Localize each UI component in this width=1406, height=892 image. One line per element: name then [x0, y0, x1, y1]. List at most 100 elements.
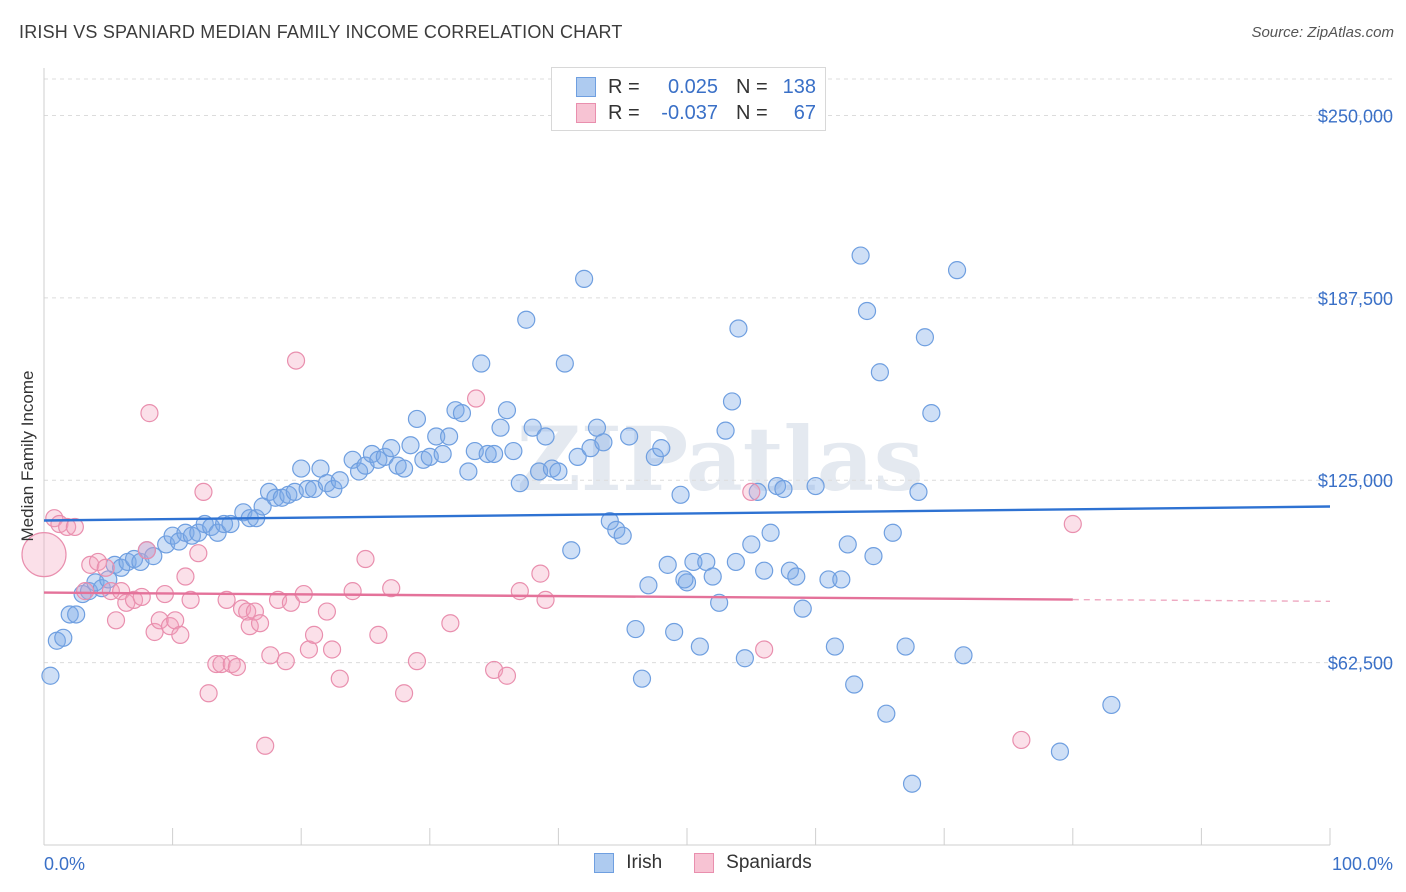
irish-point [504, 441, 523, 461]
legend-item-spaniards[interactable]: Spaniards [694, 852, 812, 874]
irish-point [1050, 742, 1070, 761]
source-label: Source: ZipAtlas.com [1251, 24, 1394, 41]
spaniard-point [382, 579, 401, 598]
spaniard-point [407, 652, 427, 671]
spaniard-point [256, 736, 275, 755]
irish-point [472, 354, 491, 373]
irish-point [902, 774, 922, 793]
trend-line-spaniards [43, 591, 1073, 601]
irish-point [671, 485, 690, 504]
spaniard-point [21, 532, 67, 578]
r-label: R = [608, 75, 640, 98]
irish-point [485, 444, 504, 464]
y-tick-label: $125,000 [1318, 471, 1393, 491]
irish-point [401, 436, 420, 455]
correlation-legend: R = 0.025 N = 138 R = -0.037 N = 67 [551, 67, 826, 131]
irish-point [658, 555, 677, 574]
irish-point [729, 319, 748, 338]
spaniard-point [58, 517, 77, 537]
irish-point [726, 552, 745, 572]
irish-point [407, 409, 427, 429]
irish-swatch [576, 77, 596, 97]
spaniard-point [369, 625, 388, 644]
spaniard-point [150, 611, 169, 630]
irish-point [632, 669, 652, 688]
irish-point [459, 462, 478, 481]
spaniard-point [394, 684, 414, 703]
irish-point [787, 567, 806, 586]
irish-point [67, 605, 86, 624]
legend-label-spaniards: Spaniards [726, 852, 812, 873]
y-tick-label: $187,500 [1318, 289, 1393, 309]
spaniard-point [217, 590, 236, 609]
spaniard-point [356, 549, 375, 569]
spaniard-point [276, 652, 295, 671]
spaniard-point [1063, 514, 1082, 534]
spaniard-point [45, 509, 64, 528]
irish-point [793, 599, 812, 618]
r-value: 0.025 [667, 75, 718, 98]
irish-point [382, 439, 401, 458]
spaniard-point [531, 564, 550, 583]
n-label: N = [736, 75, 768, 98]
spaniard-point [194, 482, 213, 502]
spaniard-point [212, 654, 231, 674]
irish-point [549, 462, 568, 481]
spaniard-point [207, 654, 226, 674]
x-tick-label-max: 100.0% [1332, 854, 1393, 874]
irish-point [568, 447, 587, 466]
irish-point [690, 637, 709, 656]
irish-point [536, 427, 555, 446]
irish-point [748, 482, 767, 502]
irish-point [832, 570, 851, 589]
irish-point [857, 301, 877, 321]
irish-point [639, 576, 658, 595]
spaniard-point [755, 640, 774, 659]
r-value: -0.037 [661, 101, 718, 124]
irish-point [652, 439, 671, 458]
irish-point [677, 573, 697, 592]
irish-point [292, 459, 311, 478]
irish-point [439, 427, 459, 446]
irish-point [510, 474, 529, 493]
irish-point [54, 628, 73, 647]
irish-point [221, 514, 240, 534]
irish-point [665, 622, 684, 642]
irish-point [735, 649, 754, 668]
spaniard-point [343, 582, 362, 601]
spaniard-point [510, 582, 529, 601]
trend-line-extension [1072, 598, 1331, 603]
irish-point [478, 444, 497, 464]
spaniard-point [132, 587, 151, 607]
irish-point [523, 418, 542, 437]
irish-point [851, 246, 870, 265]
spaniard-point [189, 544, 208, 563]
spaniard-point [65, 517, 84, 537]
y-tick-label: $62,500 [1328, 654, 1393, 674]
spaniard-point [497, 666, 517, 685]
irish-point [330, 471, 349, 490]
irish-point [703, 567, 722, 586]
irish-point [915, 328, 935, 347]
irish-point [452, 404, 472, 423]
irish-point [864, 547, 883, 566]
irish-point [877, 704, 896, 723]
trend-line-irish [43, 505, 1331, 522]
irish-point [954, 646, 973, 665]
legend-label-irish: Irish [626, 852, 663, 873]
spaniard-point [171, 625, 190, 644]
irish-point [722, 392, 742, 411]
spaniard-point [176, 567, 195, 586]
irish-point [60, 605, 79, 624]
irish-point [896, 637, 915, 656]
irish-point [491, 418, 510, 437]
irish-point [883, 523, 902, 542]
irish-point [761, 523, 780, 542]
legend-item-irish[interactable]: Irish [594, 852, 662, 874]
spaniard-point [304, 625, 324, 644]
spaniard-point [245, 602, 265, 621]
spaniard-point [466, 389, 486, 408]
spaniard-point [101, 582, 120, 601]
irish-point [684, 552, 703, 572]
spaniard-point [181, 590, 200, 609]
